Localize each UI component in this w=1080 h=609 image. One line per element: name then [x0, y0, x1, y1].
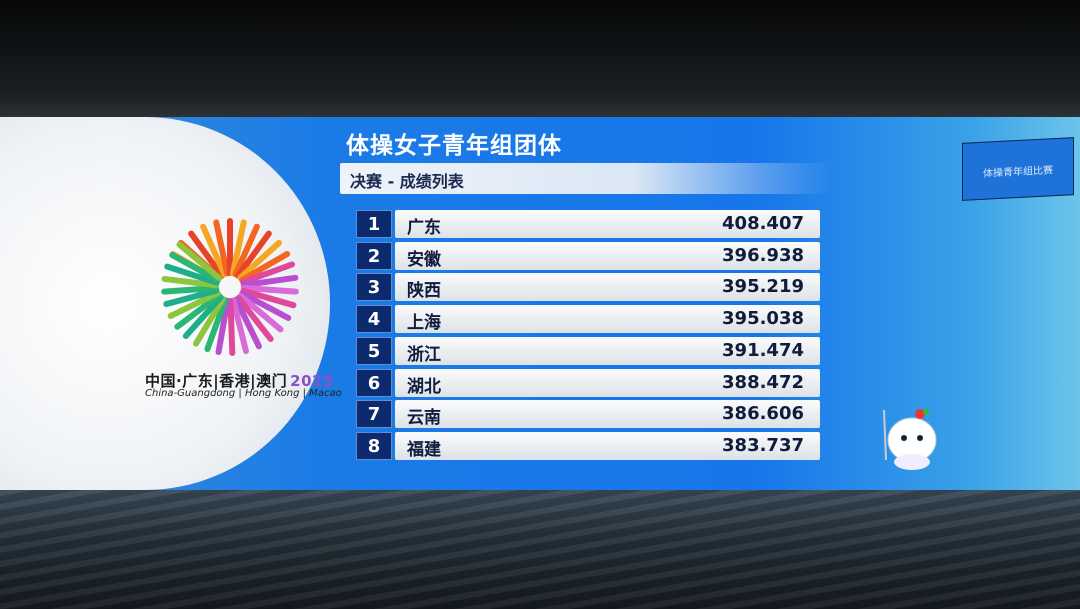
logo-petal — [240, 261, 296, 286]
team-name: 云南 — [407, 408, 441, 429]
result-row: 3 陕西 395.219 — [356, 273, 820, 302]
logo-petal — [227, 297, 236, 356]
team-score: 396.938 — [722, 244, 804, 266]
result-bar: 陕西 395.219 — [395, 273, 820, 302]
team-score: 386.606 — [722, 403, 804, 425]
team-name: 湖北 — [407, 376, 441, 397]
games-logo-icon — [161, 218, 299, 356]
logo-petal — [235, 295, 274, 343]
logo-petal — [193, 296, 226, 347]
logo-petal — [230, 297, 249, 355]
arena-screen: 体操青年组比赛 — [962, 137, 1074, 201]
logo-petal — [235, 230, 272, 279]
subtitle-bar: 决赛 - 成绩列表 — [340, 163, 830, 194]
logo-petal — [204, 297, 229, 353]
logo-petal — [240, 284, 299, 295]
team-name: 福建 — [407, 439, 441, 460]
team-name: 陕西 — [407, 281, 441, 302]
arena-stands — [0, 490, 1080, 609]
logo-petal — [239, 290, 292, 321]
result-row: 5 浙江 391.474 — [356, 336, 820, 365]
logo-petal — [200, 223, 228, 278]
arena-seats — [0, 490, 1080, 609]
arena-screen-text: 体操青年组比赛 — [983, 165, 1053, 180]
team-name: 浙江 — [407, 344, 441, 365]
logo-petal — [169, 252, 221, 284]
result-row: 8 福建 383.737 — [356, 431, 820, 460]
logo-petal — [229, 219, 247, 277]
logo-text-en: China-Guangdong | Hong Kong | Macao — [145, 388, 342, 399]
logo-petal — [182, 294, 224, 340]
rank-badge: 2 — [356, 241, 392, 270]
result-bar: 上海 395.038 — [395, 305, 820, 334]
logo-petal — [174, 292, 222, 330]
logo-petal — [239, 251, 291, 283]
logo-petal — [232, 223, 260, 278]
mascot-icon — [883, 409, 937, 470]
result-bar: 云南 386.606 — [395, 400, 820, 429]
logo-petal — [161, 275, 220, 289]
logo-petal — [233, 296, 262, 350]
team-name: 广东 — [407, 218, 441, 238]
team-score: 383.737 — [722, 434, 804, 456]
team-name: 安徽 — [407, 249, 441, 270]
team-score: 388.472 — [722, 371, 804, 393]
logo-petal — [163, 287, 220, 308]
rank-badge: 4 — [356, 305, 392, 334]
rank-badge: 7 — [356, 400, 392, 429]
logo-petal — [237, 292, 284, 333]
logo-petal — [164, 263, 220, 286]
result-bar: 湖北 388.472 — [395, 368, 820, 397]
result-row: 1 广东 408.407 — [356, 210, 820, 238]
rank-badge: 3 — [356, 273, 392, 302]
logo-petal — [213, 219, 231, 277]
team-score: 391.474 — [722, 339, 804, 361]
arena-ceiling — [0, 0, 1080, 117]
team-name: 上海 — [407, 313, 441, 334]
rank-badge: 8 — [356, 431, 392, 460]
team-score: 408.407 — [722, 213, 804, 234]
logo-petal — [237, 239, 283, 281]
logo-text-cn: 中国·广东|香港|澳门 2025 — [145, 372, 334, 390]
result-row: 2 安徽 396.938 — [356, 241, 820, 270]
logo-petal — [167, 290, 221, 319]
result-row: 6 湖北 388.472 — [356, 368, 820, 397]
logo-petal — [161, 284, 220, 295]
logo-petal — [176, 241, 223, 282]
subtitle: 决赛 - 成绩列表 — [350, 172, 464, 191]
event-title: 体操女子青年组团体 — [346, 133, 562, 159]
result-bar: 安徽 396.938 — [395, 241, 820, 270]
logo-petal — [215, 297, 231, 355]
team-score: 395.219 — [722, 276, 804, 298]
logo-petal — [240, 287, 297, 309]
result-row: 7 云南 386.606 — [356, 400, 820, 429]
rank-badge: 5 — [356, 336, 392, 365]
logo-petal — [188, 230, 225, 279]
team-score: 395.038 — [722, 308, 804, 330]
rank-badge: 6 — [356, 368, 392, 397]
result-bar: 福建 383.737 — [395, 431, 820, 460]
result-row: 4 上海 395.038 — [356, 305, 820, 334]
rank-badge: 1 — [356, 210, 392, 238]
result-bar: 广东 408.407 — [395, 210, 820, 238]
logo-petal — [240, 274, 299, 289]
result-bar: 浙江 391.474 — [395, 336, 820, 365]
